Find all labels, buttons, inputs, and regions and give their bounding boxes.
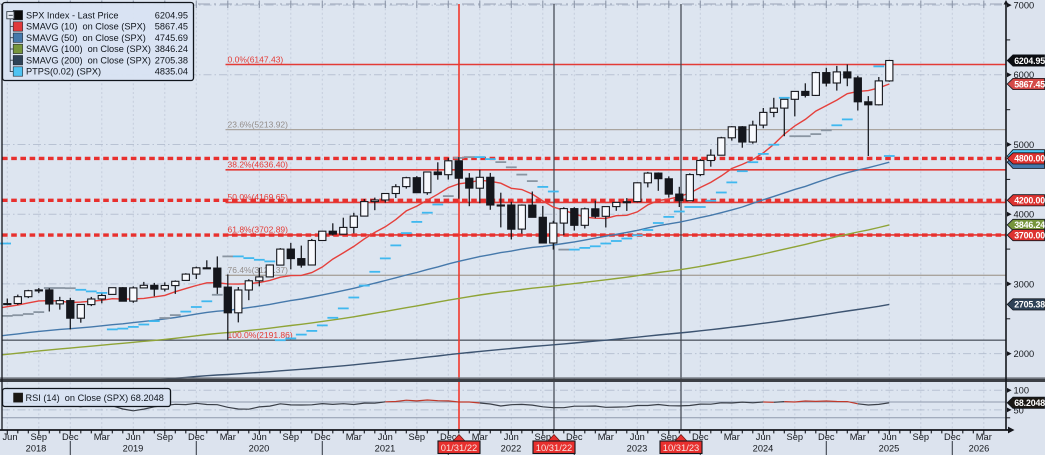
svg-text:Jun: Jun xyxy=(504,432,519,442)
svg-text:SPX Index - Last Price: SPX Index - Last Price xyxy=(26,10,118,20)
svg-text:3700.00: 3700.00 xyxy=(1014,230,1045,240)
svg-text:Sep: Sep xyxy=(661,432,678,442)
svg-text:Sep: Sep xyxy=(283,432,300,442)
svg-text:SMAVG (100) on Close (SPX): SMAVG (100) on Close (SPX) xyxy=(26,44,151,54)
svg-text:3846.24: 3846.24 xyxy=(1014,220,1045,230)
svg-text:Sep: Sep xyxy=(409,432,426,442)
svg-text:Dec: Dec xyxy=(692,432,709,442)
svg-text:Jun: Jun xyxy=(3,432,18,442)
svg-text:Jun: Jun xyxy=(252,432,267,442)
svg-text:0.0%(6147.43): 0.0%(6147.43) xyxy=(228,54,284,64)
svg-text:Mar: Mar xyxy=(850,432,866,442)
svg-text:PTPS(0.02) (SPX): PTPS(0.02) (SPX) xyxy=(26,67,101,77)
svg-text:Jun: Jun xyxy=(882,432,897,442)
svg-text:5867.45: 5867.45 xyxy=(155,22,188,32)
svg-text:3000: 3000 xyxy=(1014,279,1035,289)
svg-text:2021: 2021 xyxy=(375,444,396,454)
svg-text:Dec: Dec xyxy=(944,432,961,442)
svg-text:38.2%(4636.40): 38.2%(4636.40) xyxy=(228,160,289,170)
svg-text:76.4%(3123.37): 76.4%(3123.37) xyxy=(228,265,289,275)
svg-text:Mar: Mar xyxy=(346,432,362,442)
svg-text:4745.69: 4745.69 xyxy=(155,33,188,43)
svg-text:2020: 2020 xyxy=(249,444,270,454)
svg-text:Dec: Dec xyxy=(188,432,205,442)
svg-text:Sep: Sep xyxy=(913,432,930,442)
svg-text:01/31/22: 01/31/22 xyxy=(441,442,478,453)
svg-text:2025: 2025 xyxy=(879,444,900,454)
svg-text:50: 50 xyxy=(1014,405,1024,415)
svg-text:2000: 2000 xyxy=(1014,349,1035,359)
svg-text:Mar: Mar xyxy=(220,432,236,442)
svg-text:Dec: Dec xyxy=(440,432,457,442)
svg-text:5000: 5000 xyxy=(1014,140,1035,150)
svg-text:Jun: Jun xyxy=(630,432,645,442)
svg-text:23.6%(5213.92): 23.6%(5213.92) xyxy=(228,119,289,129)
svg-text:7000: 7000 xyxy=(1014,1,1035,11)
svg-text:2705.38: 2705.38 xyxy=(1014,300,1045,310)
svg-text:4835.04: 4835.04 xyxy=(155,67,188,77)
svg-text:6204.95: 6204.95 xyxy=(1014,56,1045,66)
svg-text:3846.24: 3846.24 xyxy=(155,44,188,54)
svg-text:SMAVG (200) on Close (SPX): SMAVG (200) on Close (SPX) xyxy=(26,55,151,65)
svg-text:2023: 2023 xyxy=(627,444,648,454)
svg-text:10/31/23: 10/31/23 xyxy=(663,442,700,453)
svg-text:Sep: Sep xyxy=(157,432,174,442)
svg-text:68.2048: 68.2048 xyxy=(1014,398,1045,408)
svg-text:5867.45: 5867.45 xyxy=(1014,79,1045,89)
svg-text:Sep: Sep xyxy=(535,432,552,442)
svg-text:RSI (14) on Close (SPX) 68.20: RSI (14) on Close (SPX) 68.2048 xyxy=(26,393,164,403)
svg-text:2026: 2026 xyxy=(969,444,990,454)
svg-text:2022: 2022 xyxy=(501,444,522,454)
svg-text:4200.00: 4200.00 xyxy=(1014,196,1045,206)
svg-text:Jun: Jun xyxy=(756,432,771,442)
svg-text:6000: 6000 xyxy=(1014,70,1035,80)
svg-text:Sep: Sep xyxy=(787,432,804,442)
svg-text:Dec: Dec xyxy=(314,432,331,442)
svg-text:Mar: Mar xyxy=(598,432,614,442)
svg-text:Mar: Mar xyxy=(724,432,740,442)
svg-text:Jun: Jun xyxy=(378,432,393,442)
svg-text:100: 100 xyxy=(1014,386,1030,396)
svg-text:6204.95: 6204.95 xyxy=(155,10,188,20)
svg-text:4800.00: 4800.00 xyxy=(1014,154,1045,164)
svg-text:Mar: Mar xyxy=(94,432,110,442)
svg-text:SMAVG (10) on Close (SPX): SMAVG (10) on Close (SPX) xyxy=(26,22,146,32)
svg-text:2705.38: 2705.38 xyxy=(155,55,188,65)
svg-text:Jun: Jun xyxy=(126,432,141,442)
svg-text:61.8%(3702.89): 61.8%(3702.89) xyxy=(228,225,289,235)
svg-text:Dec: Dec xyxy=(566,432,583,442)
svg-text:Sep: Sep xyxy=(31,432,48,442)
svg-text:Mar: Mar xyxy=(472,432,488,442)
svg-text:100.0%(2191.86): 100.0%(2191.86) xyxy=(228,330,293,340)
svg-text:Mar: Mar xyxy=(976,432,992,442)
svg-text:SMAVG (50) on Close (SPX): SMAVG (50) on Close (SPX) xyxy=(26,33,146,43)
svg-text:2019: 2019 xyxy=(123,444,144,454)
svg-text:Dec: Dec xyxy=(818,432,835,442)
svg-text:2018: 2018 xyxy=(26,444,47,454)
svg-text:10/31/22: 10/31/22 xyxy=(536,442,573,453)
svg-text:50.0%(4169.65): 50.0%(4169.65) xyxy=(228,192,289,202)
svg-text:2024: 2024 xyxy=(753,444,774,454)
svg-text:4000: 4000 xyxy=(1014,210,1035,220)
svg-text:Dec: Dec xyxy=(62,432,79,442)
